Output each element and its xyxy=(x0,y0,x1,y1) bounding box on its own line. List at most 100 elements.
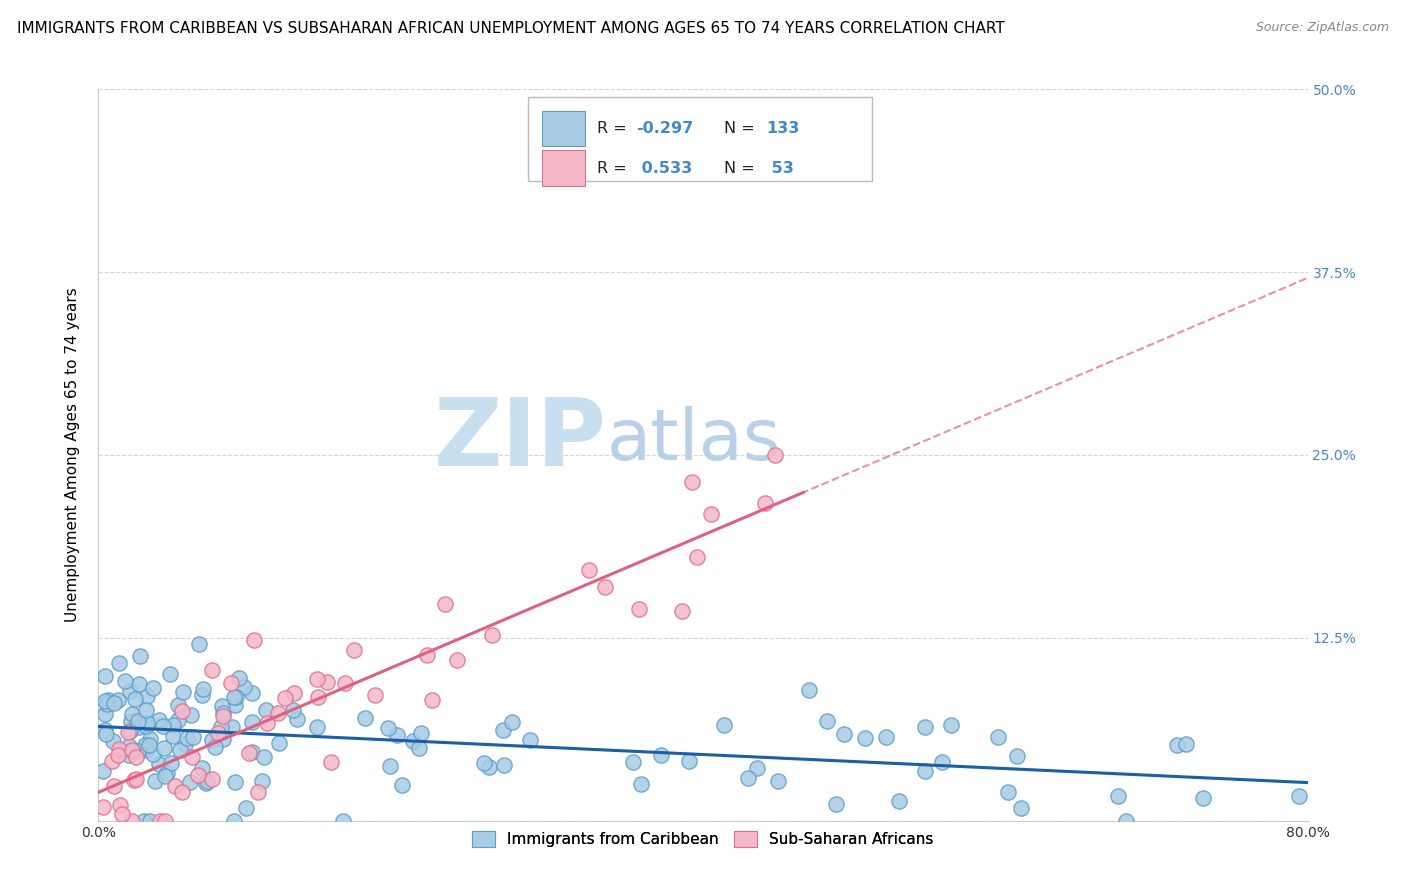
Point xyxy=(148,757,170,772)
Point xyxy=(118,739,141,753)
Point xyxy=(155,769,177,783)
Point xyxy=(353,711,375,725)
Point xyxy=(595,580,617,594)
Point xyxy=(434,597,457,611)
Point xyxy=(754,496,776,510)
Point xyxy=(699,507,721,521)
Text: N =: N = xyxy=(724,161,759,176)
Point xyxy=(630,777,652,791)
Point xyxy=(159,756,181,771)
Point xyxy=(628,602,651,616)
Point xyxy=(225,690,247,705)
Point xyxy=(101,754,124,768)
Point xyxy=(142,681,165,695)
Point xyxy=(170,785,193,799)
Point xyxy=(176,731,198,745)
Point xyxy=(1288,789,1310,804)
Point xyxy=(834,726,856,740)
Point xyxy=(191,681,214,696)
Point xyxy=(108,741,131,756)
Point xyxy=(114,673,136,688)
Point xyxy=(224,698,246,712)
Point xyxy=(681,475,703,490)
Point xyxy=(211,699,233,714)
Point xyxy=(408,741,430,756)
Point xyxy=(1192,791,1215,805)
Point xyxy=(162,729,184,743)
Point xyxy=(167,698,190,712)
Point xyxy=(125,750,148,764)
Point xyxy=(108,797,131,812)
Point xyxy=(238,746,260,760)
Point xyxy=(1005,749,1028,764)
Point xyxy=(240,745,263,759)
Point xyxy=(671,604,693,618)
Point xyxy=(97,692,120,706)
Text: IMMIGRANTS FROM CARIBBEAN VS SUBSAHARAN AFRICAN UNEMPLOYMENT AMONG AGES 65 TO 74: IMMIGRANTS FROM CARIBBEAN VS SUBSAHARAN … xyxy=(17,21,1005,36)
Point xyxy=(247,785,270,799)
Point xyxy=(124,692,146,706)
Point xyxy=(502,715,524,730)
Point xyxy=(221,720,243,734)
Point xyxy=(380,758,402,772)
Text: -0.297: -0.297 xyxy=(637,121,693,136)
Text: atlas: atlas xyxy=(606,406,780,475)
Point xyxy=(96,697,118,711)
Point xyxy=(941,717,963,731)
Point xyxy=(135,702,157,716)
Point xyxy=(188,637,211,651)
Point xyxy=(128,720,150,734)
Point xyxy=(233,680,256,694)
Point xyxy=(162,718,184,732)
Point xyxy=(1010,801,1032,815)
Point xyxy=(128,677,150,691)
Point xyxy=(201,663,224,677)
Text: ZIP: ZIP xyxy=(433,394,606,486)
Point xyxy=(222,690,245,705)
Point xyxy=(94,669,117,683)
Point xyxy=(332,814,354,828)
Point xyxy=(121,814,143,828)
Point xyxy=(713,717,735,731)
Point xyxy=(122,744,145,758)
FancyBboxPatch shape xyxy=(527,96,872,180)
Point xyxy=(931,755,953,769)
Point xyxy=(167,713,190,727)
Point xyxy=(492,758,515,772)
Point xyxy=(997,785,1019,799)
Point xyxy=(159,666,181,681)
Point xyxy=(254,703,277,717)
Point xyxy=(256,716,278,731)
Point xyxy=(235,801,257,815)
Point xyxy=(578,563,600,577)
Point xyxy=(914,764,936,779)
Point xyxy=(135,719,157,733)
Point xyxy=(1166,738,1188,752)
Point xyxy=(174,737,197,751)
Text: 0.533: 0.533 xyxy=(637,161,693,176)
Point xyxy=(135,743,157,757)
Point xyxy=(148,714,170,728)
Point xyxy=(307,690,329,705)
Point xyxy=(889,794,911,808)
Point xyxy=(91,800,114,814)
Point xyxy=(650,747,672,762)
Point xyxy=(875,731,897,745)
Point xyxy=(172,685,194,699)
Point xyxy=(285,712,308,726)
Point xyxy=(283,686,305,700)
Point xyxy=(139,814,162,828)
Point xyxy=(797,682,820,697)
Point xyxy=(401,734,423,748)
Text: 133: 133 xyxy=(766,121,799,136)
Point xyxy=(120,714,142,728)
Point xyxy=(143,773,166,788)
Point xyxy=(409,725,432,739)
Point xyxy=(678,754,700,768)
Point xyxy=(127,744,149,758)
Point xyxy=(987,731,1010,745)
Point xyxy=(135,689,157,703)
Point xyxy=(316,675,339,690)
Point xyxy=(91,764,114,778)
Point xyxy=(127,714,149,728)
